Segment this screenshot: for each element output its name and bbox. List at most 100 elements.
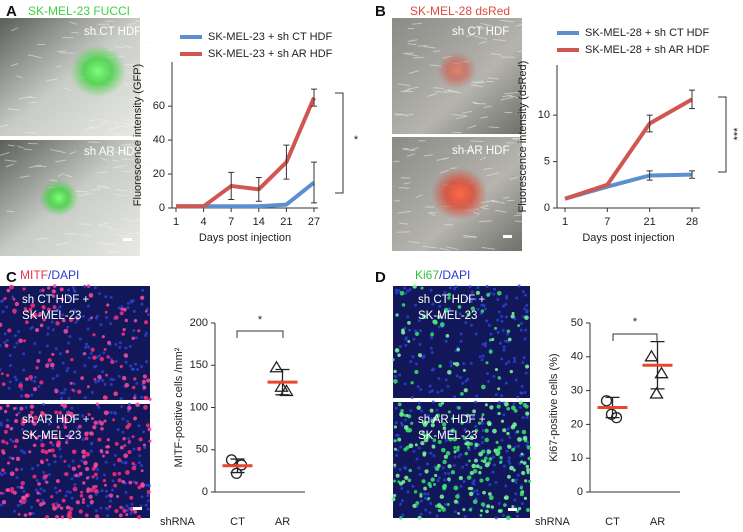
fur-strand — [407, 43, 417, 46]
nucleus — [431, 367, 435, 371]
y-tick-label: 10 — [571, 452, 583, 464]
stained-cell — [133, 416, 137, 421]
stained-cell — [511, 478, 515, 483]
nucleus — [516, 444, 520, 448]
nucleus — [400, 421, 404, 425]
stained-cell — [457, 305, 462, 309]
x-axis-title: shRNA — [160, 516, 196, 528]
stained-cell — [143, 395, 149, 401]
stained-cell — [446, 503, 450, 506]
stained-cell — [440, 505, 444, 509]
stained-cell — [101, 454, 105, 458]
stained-cell — [487, 422, 492, 427]
stained-cell — [403, 414, 407, 417]
stained-cell — [123, 353, 129, 358]
stained-cell — [101, 335, 105, 339]
nucleus — [523, 293, 527, 297]
stained-cell — [60, 416, 66, 421]
stained-cell — [526, 508, 531, 513]
stained-cell — [474, 428, 479, 433]
stained-cell — [507, 474, 511, 479]
fur-strand — [406, 86, 419, 91]
stained-cell — [28, 450, 32, 454]
panel-label: A — [6, 3, 17, 20]
nucleus — [428, 390, 432, 394]
fur-strand — [101, 119, 109, 123]
fur-strand — [63, 87, 72, 91]
nucleus — [134, 336, 138, 340]
stained-cell — [140, 483, 145, 488]
image-label: sh CT HDF + — [22, 294, 89, 306]
stained-cell — [490, 505, 494, 509]
stained-cell — [3, 296, 7, 301]
fur-strand — [49, 148, 59, 152]
stained-cell — [85, 452, 90, 457]
nucleus — [474, 332, 478, 336]
nucleus — [124, 490, 128, 494]
nucleus — [521, 361, 525, 365]
nucleus — [110, 488, 114, 492]
nucleus — [514, 478, 518, 482]
stained-cell — [125, 470, 130, 475]
stained-cell — [445, 334, 450, 338]
x-tick-label: 28 — [686, 216, 698, 228]
stained-cell — [112, 471, 117, 477]
stained-cell — [58, 410, 63, 415]
fur-strand — [125, 234, 135, 237]
stained-cell — [1, 468, 5, 473]
nucleus — [41, 498, 45, 502]
nucleus — [85, 342, 89, 346]
stained-cell — [133, 377, 137, 381]
stained-cell — [142, 374, 148, 379]
stained-cell — [123, 444, 127, 448]
nucleus — [459, 339, 463, 343]
nucleus — [126, 306, 130, 310]
stained-cell — [55, 479, 60, 483]
nucleus — [453, 510, 457, 514]
stained-cell — [91, 475, 95, 479]
nucleus — [113, 411, 117, 415]
fur-strand — [486, 172, 500, 177]
stained-cell — [519, 486, 523, 490]
fur-strand — [467, 125, 477, 129]
nucleus — [494, 480, 498, 484]
stained-cell — [134, 481, 138, 485]
nucleus — [83, 364, 87, 368]
nucleus — [414, 303, 418, 307]
nucleus — [437, 476, 441, 480]
nucleus — [102, 473, 106, 477]
nucleus — [403, 286, 407, 290]
stained-cell — [471, 463, 476, 469]
x-tick-label: 21 — [644, 216, 656, 228]
nucleus — [403, 326, 407, 330]
significance-label: *** — [732, 127, 743, 141]
nucleus — [93, 286, 97, 290]
stained-cell — [106, 438, 110, 442]
nucleus — [119, 397, 123, 401]
stained-cell — [15, 467, 19, 472]
stained-cell — [453, 499, 458, 504]
nucleus — [95, 476, 99, 480]
fur-strand — [121, 143, 134, 146]
fur-strand — [461, 149, 473, 152]
nucleus — [496, 318, 500, 322]
nucleus — [130, 502, 134, 506]
stained-cell — [442, 426, 447, 431]
stained-cell — [20, 480, 25, 486]
stained-cell — [127, 422, 132, 427]
stained-cell — [464, 451, 469, 456]
nucleus — [513, 356, 517, 360]
nucleus — [92, 365, 96, 369]
stained-cell — [69, 507, 74, 511]
data-point — [649, 386, 664, 399]
nucleus — [139, 365, 143, 369]
nucleus — [505, 449, 509, 453]
y-tick-label: 40 — [153, 134, 165, 146]
stained-cell — [91, 417, 94, 421]
legend-label: SK-MEL-28 + sh CT HDF — [585, 27, 709, 39]
stained-cell — [9, 471, 15, 477]
stained-cell — [106, 445, 111, 449]
nucleus — [67, 295, 71, 299]
fur-strand — [79, 223, 91, 226]
stained-cell — [10, 486, 15, 491]
